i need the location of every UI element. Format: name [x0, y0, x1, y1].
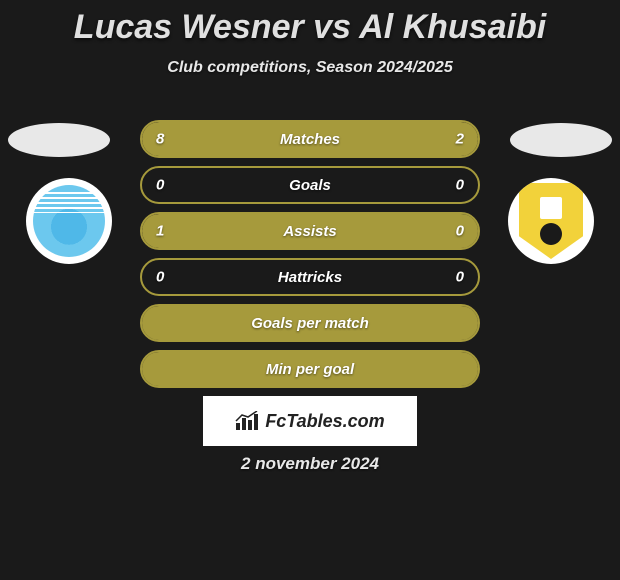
stat-label: Matches: [280, 131, 340, 148]
stat-bar-fill-left: [142, 122, 411, 156]
club-logo-left: [33, 185, 105, 257]
stat-row-min-per-goal: Min per goal: [140, 350, 480, 388]
stat-value-right: 0: [456, 269, 464, 286]
club-badge-left: [26, 178, 112, 264]
stat-label: Goals per match: [251, 315, 369, 332]
player-left-oval: [8, 123, 110, 157]
date-label: 2 november 2024: [0, 454, 620, 474]
stat-value-right: 0: [456, 177, 464, 194]
stat-label: Goals: [289, 177, 331, 194]
stat-row-matches: 8 2 Matches: [140, 120, 480, 158]
stat-label: Assists: [283, 223, 336, 240]
stat-value-left: 0: [156, 177, 164, 194]
stat-label: Min per goal: [266, 361, 354, 378]
stat-value-left: 1: [156, 223, 164, 240]
fctables-label: FcTables.com: [265, 411, 384, 432]
stat-bar-fill-right: [411, 122, 478, 156]
stat-row-goals: 0 0 Goals: [140, 166, 480, 204]
subtitle: Club competitions, Season 2024/2025: [0, 59, 620, 77]
stat-row-goals-per-match: Goals per match: [140, 304, 480, 342]
stat-value-right: 0: [456, 223, 464, 240]
stat-value-left: 0: [156, 269, 164, 286]
club-logo-right: [519, 183, 583, 259]
stat-label: Hattricks: [278, 269, 342, 286]
stat-value-right: 2: [456, 131, 464, 148]
player-right-oval: [510, 123, 612, 157]
club-badge-right: [508, 178, 594, 264]
stat-row-assists: 1 0 Assists: [140, 212, 480, 250]
fctables-watermark: FcTables.com: [203, 396, 417, 446]
stat-value-left: 8: [156, 131, 164, 148]
stat-row-hattricks: 0 0 Hattricks: [140, 258, 480, 296]
chart-icon: [235, 411, 259, 431]
page-title: Lucas Wesner vs Al Khusaibi: [0, 0, 620, 47]
stats-container: 8 2 Matches 0 0 Goals 1 0 Assists 0 0 Hattricks Goal…: [140, 120, 480, 396]
